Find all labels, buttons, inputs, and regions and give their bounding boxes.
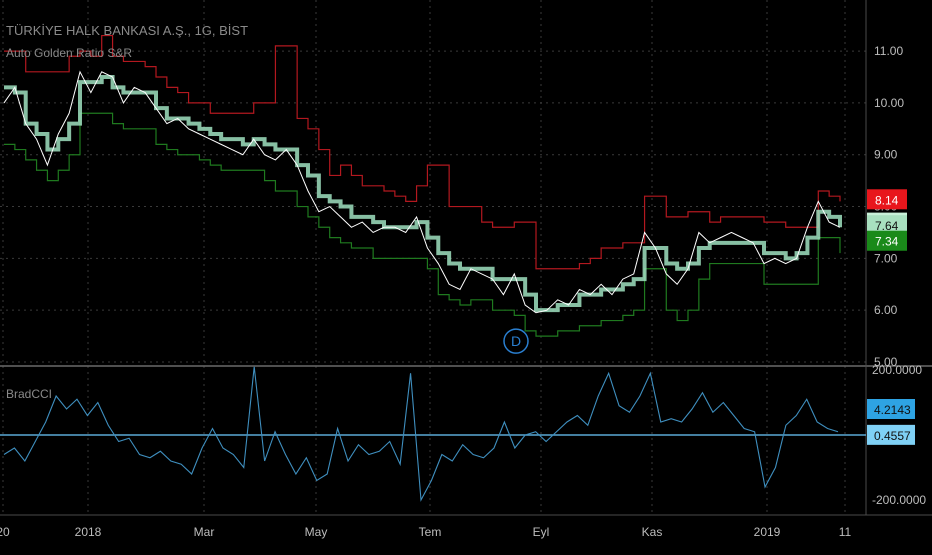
price-badge [867,189,907,210]
support-line [4,112,841,337]
cci-line [3,366,839,502]
cci-badge-label: 4.2143 [874,403,911,417]
x-tick-label: May [305,525,328,539]
price-line [3,70,841,314]
y-tick-label: 7.00 [874,251,898,265]
cci-title: BradCCI [6,387,52,401]
x-tick-label: Eyl [533,525,550,539]
axis-labels: 20 2018 Mar May Tem Eyl Kas 2019 11 11.00 10.00 9.0… [0,44,926,539]
event-marker [503,328,529,354]
price-badge-label: 7.34 [875,235,899,249]
cci-badge [867,424,915,445]
golden-mid-line [4,75,842,313]
y-tick-label: 11.00 [874,44,903,58]
price-badge-label: 7.64 [875,219,899,233]
cci-y-tick-label: 200.0000 [872,363,922,377]
cci-badge [867,399,915,419]
x-tick-label: 20 [0,525,10,539]
y-tick-label: 6.00 [874,303,898,317]
y-tick-label: 5.00 [874,355,898,369]
grid-lines [0,0,866,515]
x-tick-label: Kas [642,525,663,539]
y-tick-label: 10.00 [874,96,904,110]
price-badge [867,230,907,251]
y-tick-label: 9.00 [874,148,898,162]
x-tick-label: Tem [419,525,442,539]
chart-title: TÜRKİYE HALK BANKASI A.Ş., 1G, BİST [6,23,248,38]
x-tick-label: 11 [839,525,852,539]
price-badge-label: 8.14 [875,193,899,207]
pane-divider [0,0,932,516]
x-tick-label: 2019 [754,525,781,539]
price-badge [867,215,907,236]
price-pane[interactable]: D [3,34,842,354]
x-tick-label: 2018 [75,525,102,539]
indicator-label: Auto Golden Ratio S&R [6,46,132,60]
resistance-line [4,34,841,270]
cci-pane[interactable] [0,366,866,502]
cci-badge-label: 0.4557 [874,429,911,443]
event-marker-label: D [511,333,521,349]
cci-y-tick-label: -200.0000 [872,493,926,507]
x-tick-label: Mar [194,525,215,539]
